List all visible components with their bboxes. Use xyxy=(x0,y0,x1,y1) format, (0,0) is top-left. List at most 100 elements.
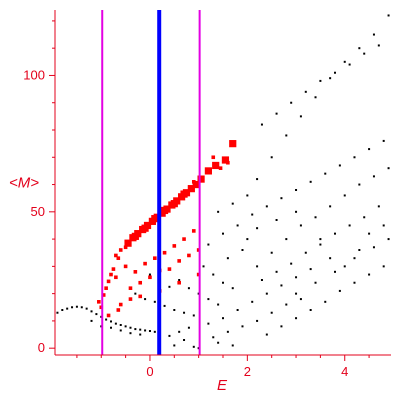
data-point-red xyxy=(116,308,121,312)
data-point-black xyxy=(148,273,151,276)
data-point-red xyxy=(191,229,196,233)
y-tick-label: 100 xyxy=(23,67,45,82)
data-point-black xyxy=(114,322,117,325)
data-point-black xyxy=(75,305,78,308)
data-point-red xyxy=(104,286,108,290)
data-point-black xyxy=(192,314,195,317)
data-point-red xyxy=(138,294,143,299)
data-point-red xyxy=(128,286,133,290)
data-point-red xyxy=(133,270,138,274)
data-point-red xyxy=(182,237,186,241)
data-point-red xyxy=(111,267,116,271)
data-point-black xyxy=(183,311,186,314)
data-point-black xyxy=(304,251,307,254)
data-point-black xyxy=(343,194,346,197)
data-point-black xyxy=(382,265,385,268)
data-point-black xyxy=(119,329,122,332)
data-point-black xyxy=(178,279,181,281)
data-point-red xyxy=(187,253,191,258)
data-point-black xyxy=(222,281,224,284)
data-point-black xyxy=(222,317,224,320)
data-point-black xyxy=(148,330,151,332)
data-point-black xyxy=(241,249,244,251)
data-point-black xyxy=(368,148,371,151)
data-point-red xyxy=(97,300,101,304)
data-point-black xyxy=(56,311,59,314)
data-point-black xyxy=(139,333,142,336)
data-point-black xyxy=(372,175,375,178)
data-point-red xyxy=(172,244,177,248)
data-point-black xyxy=(299,224,302,227)
data-point-black xyxy=(280,197,283,200)
data-point-red xyxy=(128,297,133,301)
data-point-black xyxy=(236,224,239,227)
data-point-black xyxy=(85,307,88,310)
x-axis-title: E xyxy=(217,377,228,394)
data-point-red xyxy=(143,261,147,266)
data-point-black xyxy=(90,310,93,313)
data-point-red xyxy=(211,155,216,160)
data-point-black xyxy=(324,300,327,303)
data-point-black xyxy=(295,189,298,191)
x-tick-label: 2 xyxy=(244,364,251,379)
data-point-red xyxy=(123,245,128,250)
data-point-black xyxy=(231,202,234,205)
data-point-black xyxy=(387,167,390,170)
data-point-black xyxy=(334,232,336,235)
data-point-red xyxy=(187,185,195,193)
data-point-black xyxy=(173,309,176,311)
data-point-red xyxy=(118,302,123,307)
data-point-black xyxy=(275,219,278,221)
data-point-black xyxy=(246,194,249,197)
data-point-red xyxy=(192,180,200,189)
data-point-red xyxy=(138,280,143,285)
data-point-black xyxy=(324,172,327,175)
data-point-black xyxy=(372,246,375,249)
points-layer xyxy=(56,14,390,350)
data-point-black xyxy=(275,270,278,273)
data-point-black xyxy=(334,71,336,74)
data-point-black xyxy=(265,205,268,208)
data-point-black xyxy=(173,344,176,347)
data-point-black xyxy=(90,319,93,322)
data-point-black xyxy=(265,333,268,336)
data-point-black xyxy=(363,216,366,219)
data-point-black xyxy=(168,285,171,288)
data-point-red xyxy=(114,275,118,280)
data-point-black xyxy=(178,330,181,333)
data-point-black xyxy=(231,344,234,347)
data-point-red xyxy=(118,248,123,252)
data-point-black xyxy=(338,164,341,167)
ticks-layer: 0 2 4 0 50 100 xyxy=(23,20,370,379)
data-point-red xyxy=(131,232,139,240)
data-point-black xyxy=(343,60,346,63)
data-point-red xyxy=(160,206,169,215)
data-point-black xyxy=(285,134,288,137)
data-point-black xyxy=(353,257,356,260)
data-point-black xyxy=(387,14,390,17)
data-point-black xyxy=(280,284,283,287)
data-point-black xyxy=(212,336,215,339)
data-point-black xyxy=(377,205,380,208)
data-point-red xyxy=(204,167,212,175)
data-point-black xyxy=(226,257,229,260)
data-point-black xyxy=(319,238,322,241)
data-point-black xyxy=(329,205,332,208)
data-point-black xyxy=(290,101,293,104)
data-point-red xyxy=(148,275,152,280)
data-point-black xyxy=(231,287,234,290)
data-point-black xyxy=(270,156,273,159)
data-point-black xyxy=(319,79,322,82)
x-tick-label: 4 xyxy=(341,364,348,379)
data-point-black xyxy=(299,298,302,301)
data-point-black xyxy=(265,292,268,295)
data-point-black xyxy=(129,332,132,335)
data-point-red xyxy=(141,224,149,232)
data-point-black xyxy=(192,345,195,348)
data-point-red xyxy=(191,180,196,184)
data-point-red xyxy=(226,160,230,165)
data-point-black xyxy=(260,123,263,126)
data-point-black xyxy=(353,281,356,284)
data-point-black xyxy=(80,306,83,309)
data-point-black xyxy=(95,313,98,316)
